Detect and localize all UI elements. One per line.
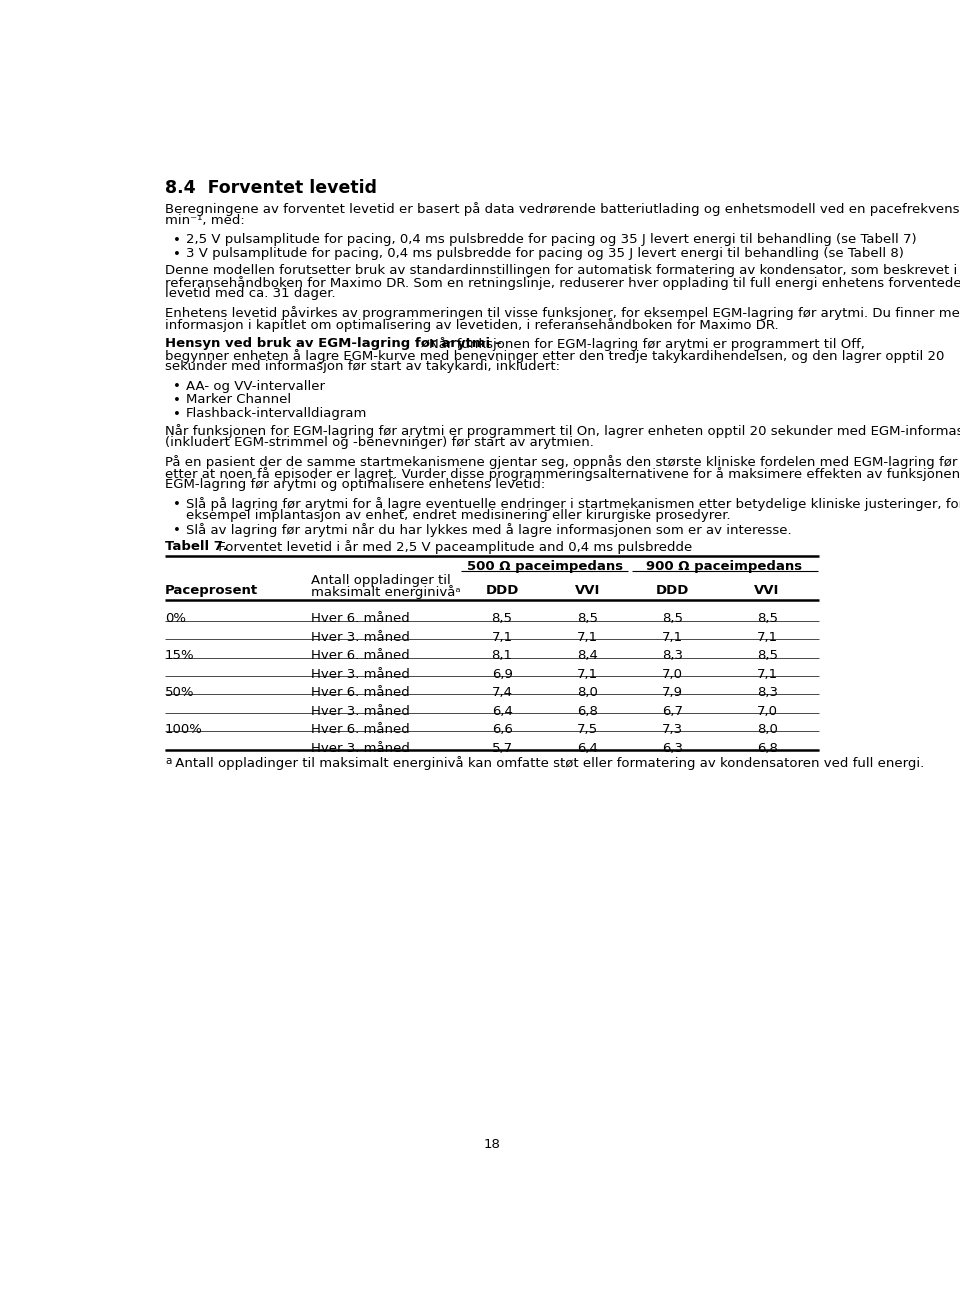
Text: EGM-lagring før arytmi og optimalisere enhetens levetid:: EGM-lagring før arytmi og optimalisere e…	[165, 478, 545, 491]
Text: 8,0: 8,0	[756, 723, 778, 736]
Text: DDD: DDD	[486, 583, 518, 596]
Text: VVI: VVI	[575, 583, 600, 596]
Text: 50%: 50%	[165, 686, 195, 699]
Text: 6,4: 6,4	[492, 704, 513, 717]
Text: AA- og VV-intervaller: AA- og VV-intervaller	[186, 380, 324, 392]
Text: •: •	[173, 234, 180, 247]
Text: 7,1: 7,1	[756, 668, 778, 681]
Text: 8,5: 8,5	[662, 612, 684, 625]
Text: a: a	[165, 756, 171, 766]
Text: •: •	[173, 380, 180, 393]
Text: referansehåndboken for Maximo DR. Som en retningslinje, reduserer hver opplading: referansehåndboken for Maximo DR. Som en…	[165, 276, 960, 289]
Text: 8,5: 8,5	[577, 612, 598, 625]
Text: 8,5: 8,5	[756, 612, 778, 625]
Text: 7,0: 7,0	[756, 704, 778, 717]
Text: begynner enheten å lagre EGM-kurve med benevninger etter den tredje takykardihen: begynner enheten å lagre EGM-kurve med b…	[165, 349, 945, 363]
Text: •: •	[173, 408, 180, 421]
Text: 8.4  Forventet levetid: 8.4 Forventet levetid	[165, 180, 377, 198]
Text: Hensyn ved bruk av EGM-lagring før arytmi –: Hensyn ved bruk av EGM-lagring før arytm…	[165, 337, 506, 350]
Text: Paceprosent: Paceprosent	[165, 583, 258, 596]
Text: 7,1: 7,1	[662, 630, 684, 643]
Text: 18: 18	[484, 1138, 500, 1151]
Text: DDD: DDD	[656, 583, 689, 596]
Text: 8,0: 8,0	[577, 686, 598, 699]
Text: 7,1: 7,1	[577, 668, 598, 681]
Text: Slå på lagring før arytmi for å lagre eventuelle endringer i startmekanismen ett: Slå på lagring før arytmi for å lagre ev…	[186, 497, 960, 512]
Text: 15%: 15%	[165, 650, 195, 663]
Text: etter at noen få episoder er lagret. Vurder disse programmeringsalternativene fo: etter at noen få episoder er lagret. Vur…	[165, 466, 960, 480]
Text: 6,6: 6,6	[492, 723, 513, 736]
Text: 900 Ω paceimpedans: 900 Ω paceimpedans	[646, 560, 803, 573]
Text: VVI: VVI	[755, 583, 780, 596]
Text: 7,4: 7,4	[492, 686, 513, 699]
Text: 8,1: 8,1	[492, 650, 513, 663]
Text: På en pasient der de samme startmekanismene gjentar seg, oppnås den største klin: På en pasient der de samme startmekanism…	[165, 454, 960, 469]
Text: Enhetens levetid påvirkes av programmeringen til visse funksjoner, for eksempel : Enhetens levetid påvirkes av programmeri…	[165, 306, 960, 320]
Text: eksempel implantasjon av enhet, endret medisinering eller kirurgiske prosedyrer.: eksempel implantasjon av enhet, endret m…	[186, 509, 731, 522]
Text: •: •	[173, 247, 180, 260]
Text: 500 Ω paceimpedans: 500 Ω paceimpedans	[467, 560, 623, 573]
Text: Når funksjonen for EGM-lagring før arytmi er programmert til On, lagrer enheten : Når funksjonen for EGM-lagring før arytm…	[165, 424, 960, 439]
Text: Flashback-intervalldiagram: Flashback-intervalldiagram	[186, 408, 368, 421]
Text: Hver 3. måned: Hver 3. måned	[311, 630, 410, 643]
Text: 6,8: 6,8	[756, 742, 778, 755]
Text: Hver 6. måned: Hver 6. måned	[311, 723, 410, 736]
Text: 7,5: 7,5	[577, 723, 598, 736]
Text: 7,1: 7,1	[492, 630, 513, 643]
Text: •: •	[173, 395, 180, 408]
Text: sekunder med informasjon før start av takykardi, inkludert:: sekunder med informasjon før start av ta…	[165, 361, 560, 374]
Text: 7,9: 7,9	[662, 686, 684, 699]
Text: 7,1: 7,1	[577, 630, 598, 643]
Text: Hver 6. måned: Hver 6. måned	[311, 686, 410, 699]
Text: Forventet levetid i år med 2,5 V paceamplitude and 0,4 ms pulsbredde: Forventet levetid i år med 2,5 V paceamp…	[214, 540, 692, 553]
Text: maksimalt energinivåᵃ: maksimalt energinivåᵃ	[311, 585, 461, 599]
Text: Tabell 7.: Tabell 7.	[165, 540, 228, 553]
Text: Hver 6. måned: Hver 6. måned	[311, 650, 410, 663]
Text: •: •	[173, 499, 180, 512]
Text: Antall oppladinger til maksimalt energinivå kan omfatte støt eller formatering a: Antall oppladinger til maksimalt energin…	[171, 756, 924, 769]
Text: Denne modellen forutsetter bruk av standardinnstillingen for automatisk formater: Denne modellen forutsetter bruk av stand…	[165, 264, 957, 277]
Text: 8,5: 8,5	[492, 612, 513, 625]
Text: 8,5: 8,5	[756, 650, 778, 663]
Text: 6,4: 6,4	[577, 742, 598, 755]
Text: 8,3: 8,3	[662, 650, 684, 663]
Text: Hver 6. måned: Hver 6. måned	[311, 612, 410, 625]
Text: Marker Channel: Marker Channel	[186, 393, 291, 406]
Text: 8,4: 8,4	[577, 650, 598, 663]
Text: Slå av lagring før arytmi når du har lykkes med å lagre informasjonen som er av : Slå av lagring før arytmi når du har lyk…	[186, 523, 791, 536]
Text: 6,9: 6,9	[492, 668, 513, 681]
Text: (inkludert EGM-strimmel og -benevninger) før start av arytmien.: (inkludert EGM-strimmel og -benevninger)…	[165, 436, 594, 449]
Text: Hver 3. måned: Hver 3. måned	[311, 704, 410, 717]
Text: 100%: 100%	[165, 723, 203, 736]
Text: 6,3: 6,3	[662, 742, 684, 755]
Text: Når funksjonen for EGM-lagring før arytmi er programmert til Off,: Når funksjonen for EGM-lagring før arytm…	[429, 337, 865, 352]
Text: 0%: 0%	[165, 612, 186, 625]
Text: 2,5 V pulsamplitude for pacing, 0,4 ms pulsbredde for pacing og 35 J levert ener: 2,5 V pulsamplitude for pacing, 0,4 ms p…	[186, 233, 917, 246]
Text: Hver 3. måned: Hver 3. måned	[311, 742, 410, 755]
Text: 8,3: 8,3	[756, 686, 778, 699]
Text: Beregningene av forventet levetid er basert på data vedrørende batteriutlading o: Beregningene av forventet levetid er bas…	[165, 202, 960, 216]
Text: informasjon i kapitlet om optimalisering av levetiden, i referansehåndboken for : informasjon i kapitlet om optimalisering…	[165, 318, 779, 332]
Text: 6,7: 6,7	[662, 704, 684, 717]
Text: 7,3: 7,3	[662, 723, 684, 736]
Text: 5,7: 5,7	[492, 742, 513, 755]
Text: 7,1: 7,1	[756, 630, 778, 643]
Text: levetid med ca. 31 dager.: levetid med ca. 31 dager.	[165, 288, 336, 301]
Text: 6,8: 6,8	[577, 704, 598, 717]
Text: min⁻¹, med:: min⁻¹, med:	[165, 214, 245, 227]
Text: •: •	[173, 523, 180, 536]
Text: 3 V pulsamplitude for pacing, 0,4 ms pulsbredde for pacing og 35 J levert energi: 3 V pulsamplitude for pacing, 0,4 ms pul…	[186, 247, 903, 260]
Text: Hver 3. måned: Hver 3. måned	[311, 668, 410, 681]
Text: 7,0: 7,0	[662, 668, 684, 681]
Text: Antall oppladinger til: Antall oppladinger til	[311, 574, 451, 587]
